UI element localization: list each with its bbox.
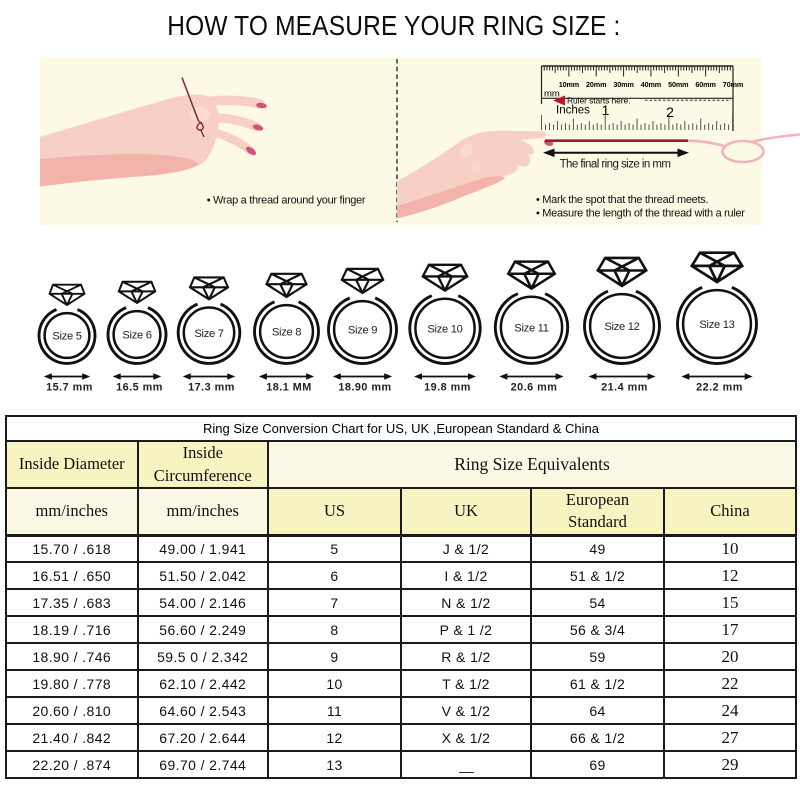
svg-text:19.8 mm: 19.8 mm [424,382,471,394]
svg-text:16.5 mm: 16.5 mm [116,382,163,394]
svg-text:The final ring size in mm: The final ring size in mm [560,159,671,171]
svg-text:1: 1 [602,102,610,118]
svg-text:• Mark the spot that the threa: • Mark the spot that the thread meets. [536,194,708,206]
svg-text:18.1 MM: 18.1 MM [266,382,312,394]
svg-text:Size 12: Size 12 [604,321,639,333]
svg-text:60mm: 60mm [695,80,715,89]
svg-text:20.6 mm: 20.6 mm [511,382,558,394]
svg-text:• Measure the length of the th: • Measure the length of the thread with … [536,208,745,220]
svg-text:Size 11: Size 11 [514,323,548,335]
svg-text:17.3 mm: 17.3 mm [188,382,235,394]
svg-text:40mm: 40mm [641,80,661,89]
svg-text:Size 7: Size 7 [194,328,223,340]
svg-text:50mm: 50mm [668,80,688,89]
svg-text:15.7 mm: 15.7 mm [46,382,93,394]
svg-text:Size 10: Size 10 [427,324,462,336]
svg-text:Ruler starts here.: Ruler starts here. [567,95,630,105]
svg-text:mm: mm [544,89,560,100]
svg-text:10mm: 10mm [559,80,579,89]
svg-text:Size 5: Size 5 [52,331,81,343]
svg-text:Size 8: Size 8 [272,327,301,339]
svg-text:2: 2 [666,104,674,120]
svg-text:Size 13: Size 13 [699,319,734,331]
svg-text:30mm: 30mm [613,80,633,89]
svg-text:Size 6: Size 6 [122,330,151,342]
svg-text:Size 9: Size 9 [348,325,377,337]
svg-text:18.90 mm: 18.90 mm [338,382,391,394]
svg-text:Inches: Inches [556,105,590,117]
svg-text:• Wrap a thread around your fi: • Wrap a thread around your finger [207,195,366,207]
svg-text:21.4 mm: 21.4 mm [601,382,648,394]
svg-text:22.2 mm: 22.2 mm [696,382,743,394]
svg-text:20mm: 20mm [586,80,606,89]
